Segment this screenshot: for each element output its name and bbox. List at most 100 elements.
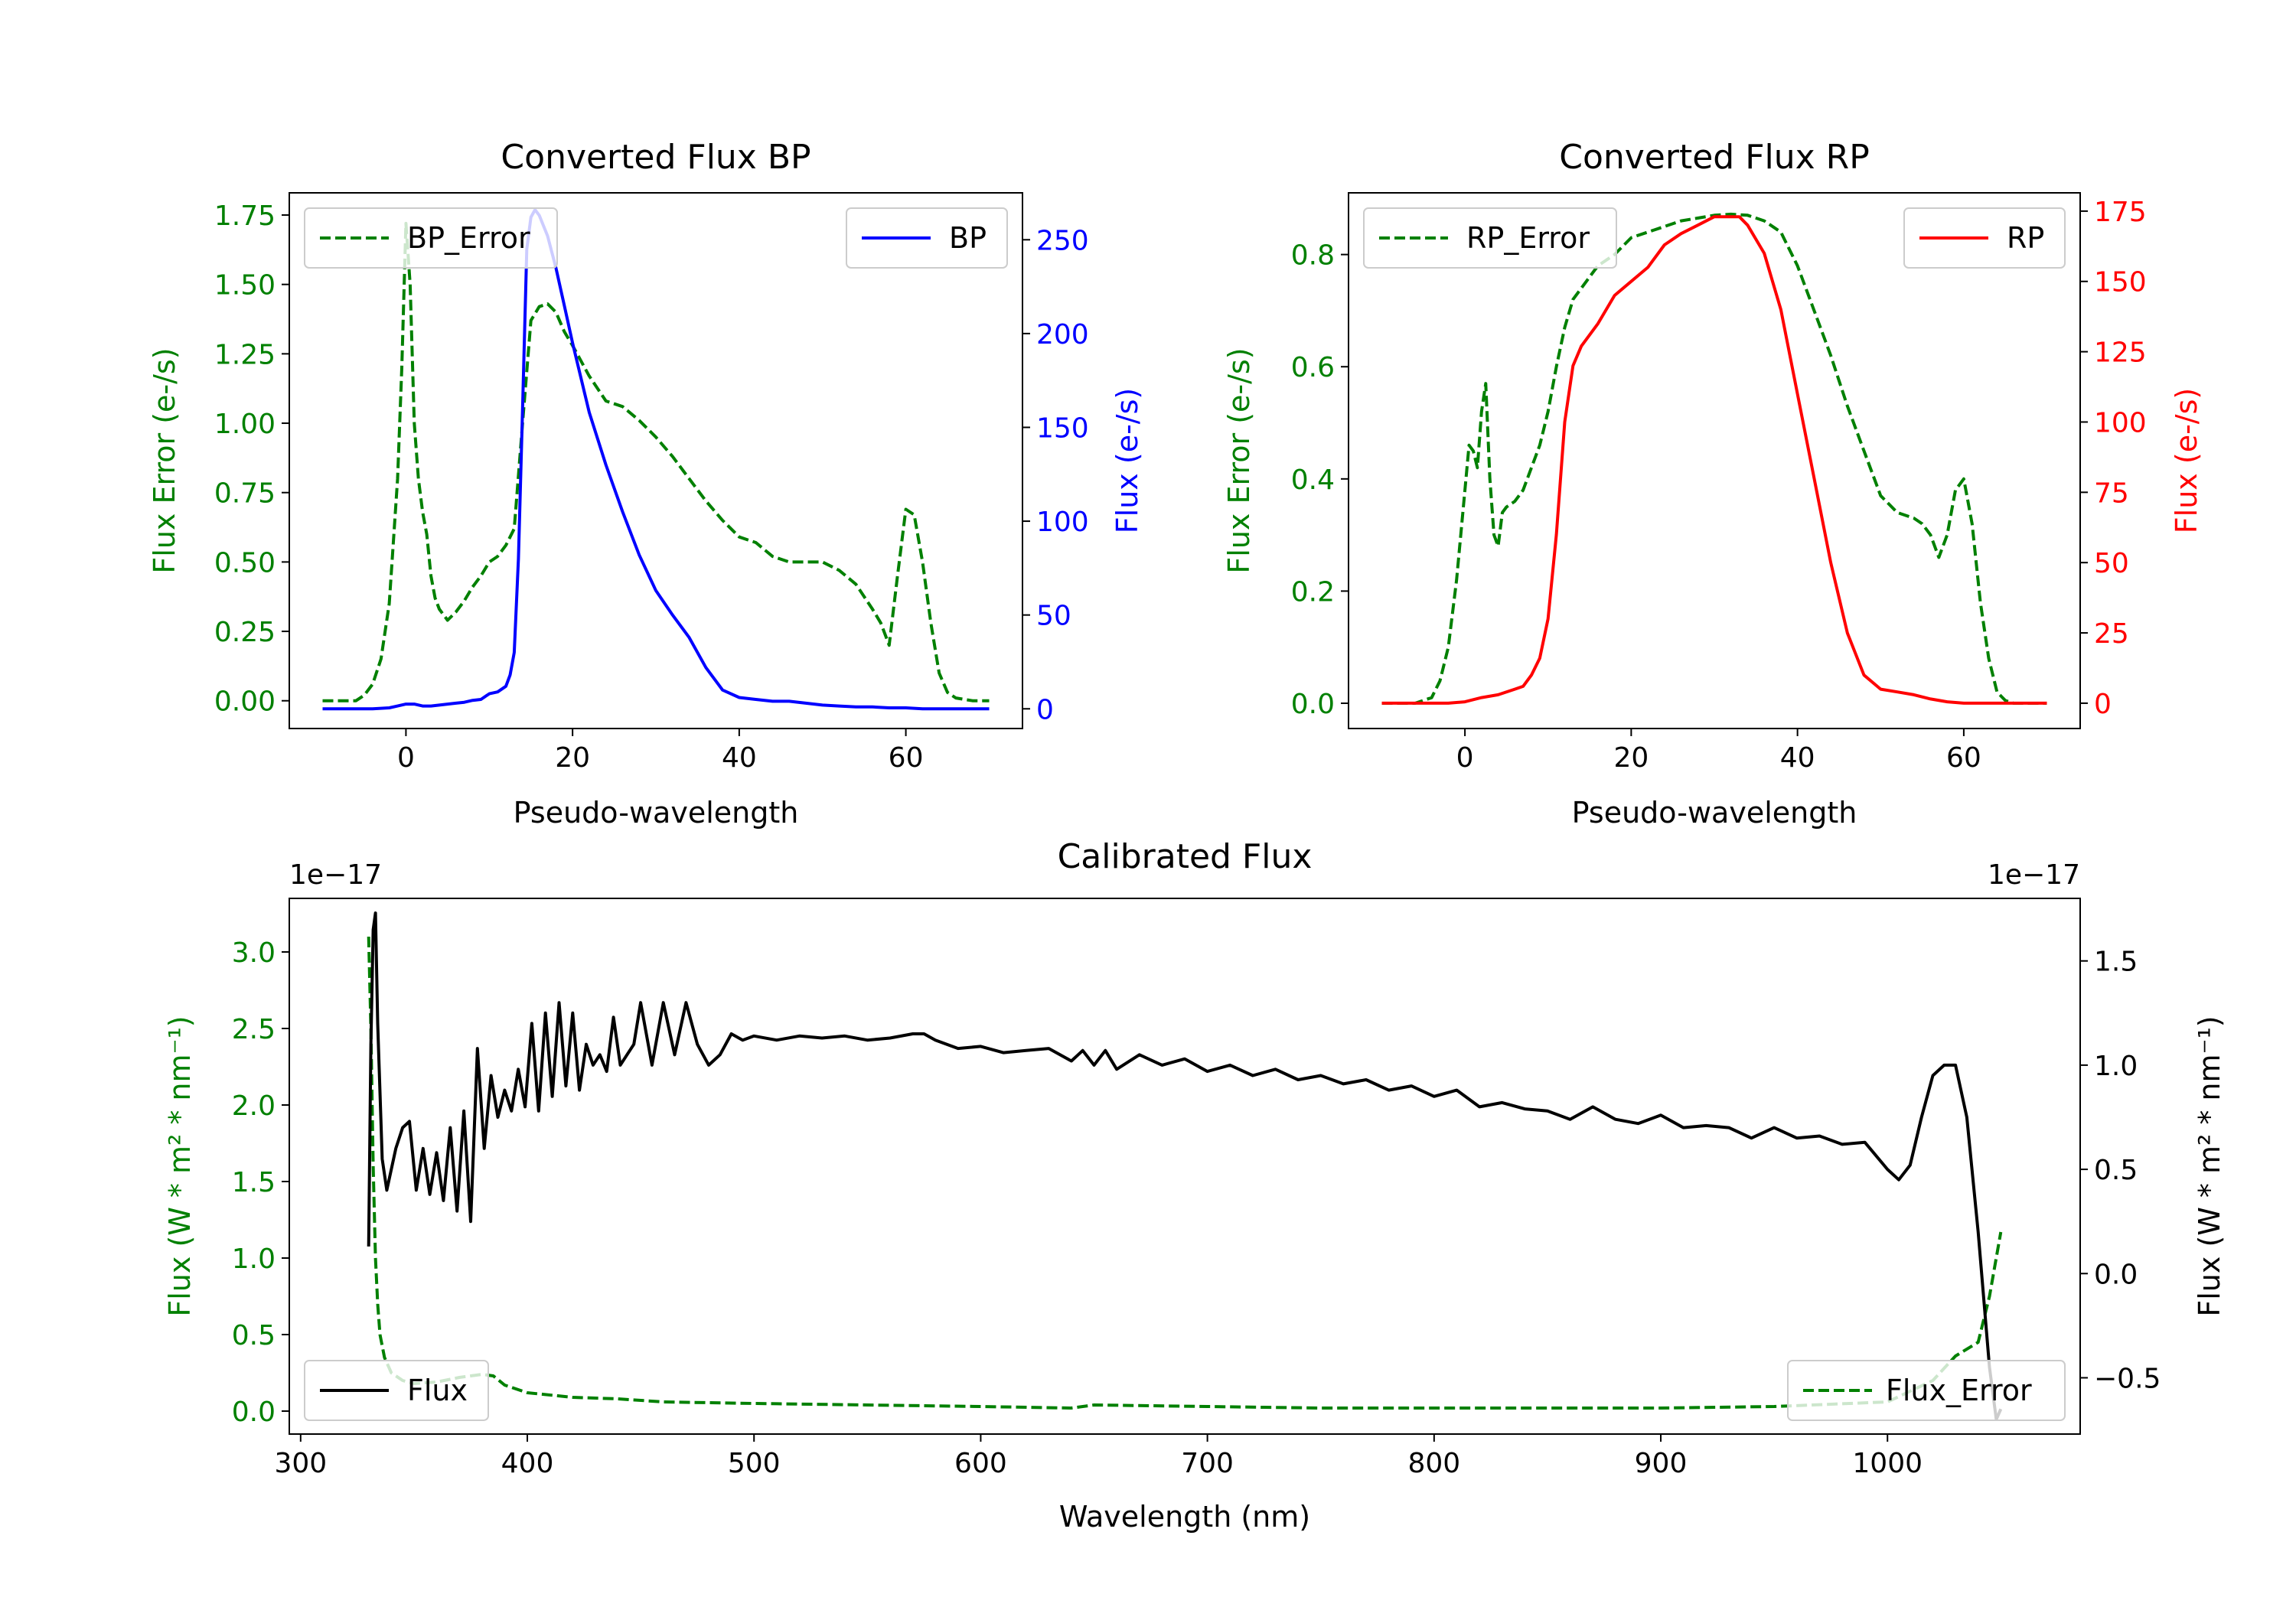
cal-legend-error: Flux_Error bbox=[1787, 1360, 2066, 1421]
cal-flux-error-line bbox=[367, 936, 2003, 1410]
cal-right-tick-label: −0.5 bbox=[2094, 1363, 2161, 1394]
bp-right-ticks: 0 50 100 150 200 250 bbox=[1022, 225, 1089, 725]
bp-left-tick-label: 0.75 bbox=[214, 478, 276, 510]
rp-panel: Converted Flux RP 0 20 40 60 0.00.20.40.60.… bbox=[1222, 138, 2203, 830]
bp-left-tick-label: 0.50 bbox=[214, 547, 276, 579]
cal-left-tick-label: 1.5 bbox=[232, 1167, 276, 1198]
bp-legend-error: BP_Error bbox=[304, 207, 558, 269]
cal-x-tick-label: 300 bbox=[274, 1448, 327, 1479]
bp-right-tick-label: 250 bbox=[1036, 225, 1089, 256]
cal-right-tick-label: 1.0 bbox=[2094, 1051, 2138, 1082]
bp-right-tick-label: 100 bbox=[1036, 507, 1089, 538]
bp-bp-line bbox=[322, 208, 990, 711]
rp-legend-flux: RP bbox=[1903, 207, 2066, 269]
cal-left-tick-label: 0.5 bbox=[232, 1320, 276, 1351]
rp-legend-flux-label: RP bbox=[2007, 221, 2044, 255]
bp-x-tick-label: 60 bbox=[889, 742, 924, 774]
rp-right-axis-label: Flux (e-/s) bbox=[2170, 388, 2203, 533]
cal-left-tick-label: 0.0 bbox=[232, 1397, 276, 1428]
bp-legend-flux-label: BP bbox=[949, 221, 987, 255]
cal-legend-error-label: Flux_Error bbox=[1886, 1374, 2032, 1407]
cal-x-tick-label: 900 bbox=[1635, 1448, 1688, 1479]
cal-x-axis-label: Wavelength (nm) bbox=[1059, 1500, 1310, 1534]
bp-right-axis-label: Flux (e-/s) bbox=[1110, 388, 1144, 533]
rp-left-tick-label: 0.0 bbox=[1291, 689, 1335, 720]
cal-left-offset-label: 1e−17 bbox=[289, 859, 382, 891]
cal-right-tick-label: 0.5 bbox=[2094, 1155, 2138, 1186]
rp-left-tick-label: 0.8 bbox=[1291, 240, 1335, 272]
cal-legend-error-box bbox=[1787, 1360, 2066, 1421]
cal-left-ticks: 0.0 0.5 1.0 1.5 2.0 2.5 3.0 bbox=[232, 937, 289, 1428]
bp-left-tick-label: 0.00 bbox=[214, 686, 276, 718]
bp-title: Converted Flux BP bbox=[501, 138, 810, 177]
bp-right-tick-label: 50 bbox=[1036, 601, 1071, 632]
bp-x-tick-label: 0 bbox=[397, 742, 415, 774]
bp-legend-error-box bbox=[304, 207, 558, 269]
rp-legend-error-box bbox=[1363, 207, 1617, 269]
cal-legend-flux-label: Flux bbox=[407, 1374, 468, 1407]
rp-series-group bbox=[1381, 212, 2047, 705]
cal-x-tick-label: 700 bbox=[1181, 1448, 1234, 1479]
cal-panel: Calibrated Flux 1e−17 1e−17 300 400 500 600… bbox=[163, 837, 2226, 1534]
rp-right-tick-label: 50 bbox=[2094, 548, 2129, 579]
cal-legend-flux: Flux bbox=[304, 1360, 489, 1421]
rp-legend-error-label: RP_Error bbox=[1466, 221, 1590, 255]
rp-right-ticks: 0 25 50 75 100 125 150 175 bbox=[2080, 197, 2147, 720]
bp-right-tick-label: 150 bbox=[1036, 412, 1089, 444]
rp-x-axis-label: Pseudo-wavelength bbox=[1572, 796, 1857, 830]
bp-right-tick-label: 200 bbox=[1036, 319, 1089, 350]
rp-title: Converted Flux RP bbox=[1559, 138, 1870, 177]
rp-x-tick-label: 60 bbox=[1946, 742, 1981, 774]
rp-x-tick-label: 0 bbox=[1456, 742, 1474, 774]
bp-legend-error-label: BP_Error bbox=[407, 221, 530, 255]
cal-x-tick-label: 500 bbox=[728, 1448, 781, 1479]
cal-left-tick-label: 2.5 bbox=[232, 1014, 276, 1045]
rp-left-tick-label: 0.6 bbox=[1291, 352, 1335, 383]
cal-left-axis-label: Flux (W * m² * nm⁻¹) bbox=[163, 1015, 197, 1316]
bp-right-tick-label: 0 bbox=[1036, 694, 1054, 725]
rp-right-tick-label: 150 bbox=[2094, 267, 2147, 298]
cal-right-offset-label: 1e−17 bbox=[1988, 859, 2080, 891]
rp-legend-error: RP_Error bbox=[1363, 207, 1617, 269]
cal-left-tick-label: 3.0 bbox=[232, 937, 276, 969]
rp-right-tick-label: 25 bbox=[2094, 618, 2129, 650]
rp-right-tick-label: 75 bbox=[2094, 478, 2129, 509]
bp-left-tick-label: 1.25 bbox=[214, 339, 276, 370]
bp-series-group bbox=[322, 208, 990, 711]
bp-panel: Converted Flux BP 0 20 40 60 0.00 0.25 0.50 0.… bbox=[148, 138, 1144, 830]
bp-x-tick-label: 40 bbox=[722, 742, 757, 774]
rp-left-ticks: 0.0 0.2 0.4 0.6 0.8 bbox=[1291, 240, 1349, 720]
cal-title: Calibrated Flux bbox=[1058, 837, 1313, 876]
cal-right-ticks: −0.5 0.0 0.5 1.0 1.5 bbox=[2080, 947, 2161, 1394]
cal-legend-flux-box bbox=[304, 1360, 489, 1421]
bp-x-ticks: 0 20 40 60 bbox=[397, 729, 924, 774]
cal-x-tick-label: 1000 bbox=[1852, 1448, 1923, 1479]
rp-plot-frame bbox=[1348, 192, 2081, 729]
rp-left-tick-label: 0.4 bbox=[1291, 464, 1335, 496]
bp-plot-frame bbox=[289, 192, 1023, 729]
rp-right-tick-label: 175 bbox=[2094, 197, 2147, 228]
bp-left-tick-label: 0.25 bbox=[214, 617, 276, 648]
rp-right-tick-label: 0 bbox=[2094, 689, 2112, 720]
cal-right-axis-label: Flux (W * m² * nm⁻¹) bbox=[2193, 1015, 2226, 1316]
cal-left-tick-label: 2.0 bbox=[232, 1090, 276, 1122]
bp-left-tick-label: 1.00 bbox=[214, 409, 276, 440]
cal-x-tick-label: 400 bbox=[501, 1448, 554, 1479]
bp-bp-error-line bbox=[322, 221, 990, 702]
cal-x-tick-label: 800 bbox=[1407, 1448, 1460, 1479]
rp-rp-line bbox=[1381, 215, 2047, 705]
rp-right-tick-label: 100 bbox=[2094, 407, 2147, 438]
rp-x-tick-label: 20 bbox=[1613, 742, 1649, 774]
bp-left-axis-label: Flux Error (e-/s) bbox=[148, 347, 181, 573]
cal-right-tick-label: 1.5 bbox=[2094, 947, 2138, 978]
cal-flux-line bbox=[367, 911, 2003, 1421]
bp-x-tick-label: 20 bbox=[555, 742, 590, 774]
rp-x-tick-label: 40 bbox=[1780, 742, 1815, 774]
cal-left-tick-label: 1.0 bbox=[232, 1244, 276, 1275]
cal-plot-frame bbox=[289, 898, 2081, 1435]
bp-left-tick-label: 1.75 bbox=[214, 200, 276, 232]
bp-x-axis-label: Pseudo-wavelength bbox=[514, 796, 799, 830]
cal-x-ticks: 300 400 500 600 700 800 900 1000 bbox=[274, 1434, 1923, 1479]
cal-x-tick-label: 600 bbox=[954, 1448, 1007, 1479]
